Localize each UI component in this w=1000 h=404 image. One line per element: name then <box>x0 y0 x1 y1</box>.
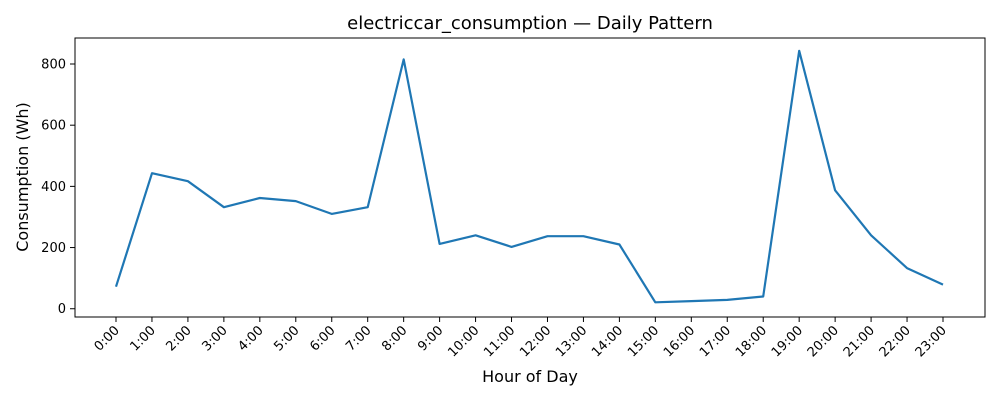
y-tick-label: 0 <box>58 302 66 317</box>
y-tick-label: 200 <box>41 241 66 256</box>
plot-frame <box>74 37 986 318</box>
chart-title: electriccar_consumption — Daily Pattern <box>347 13 713 34</box>
series-line <box>114 49 944 304</box>
y-tick-label: 800 <box>41 58 66 73</box>
y-tick-label: 600 <box>41 119 66 134</box>
y-axis-label: Consumption (Wh) <box>13 102 32 252</box>
y-tick-label: 400 <box>41 180 66 195</box>
y-axis-ticks: 0 200 400 600 800 <box>41 58 75 317</box>
x-axis-label: Hour of Day <box>482 367 578 386</box>
